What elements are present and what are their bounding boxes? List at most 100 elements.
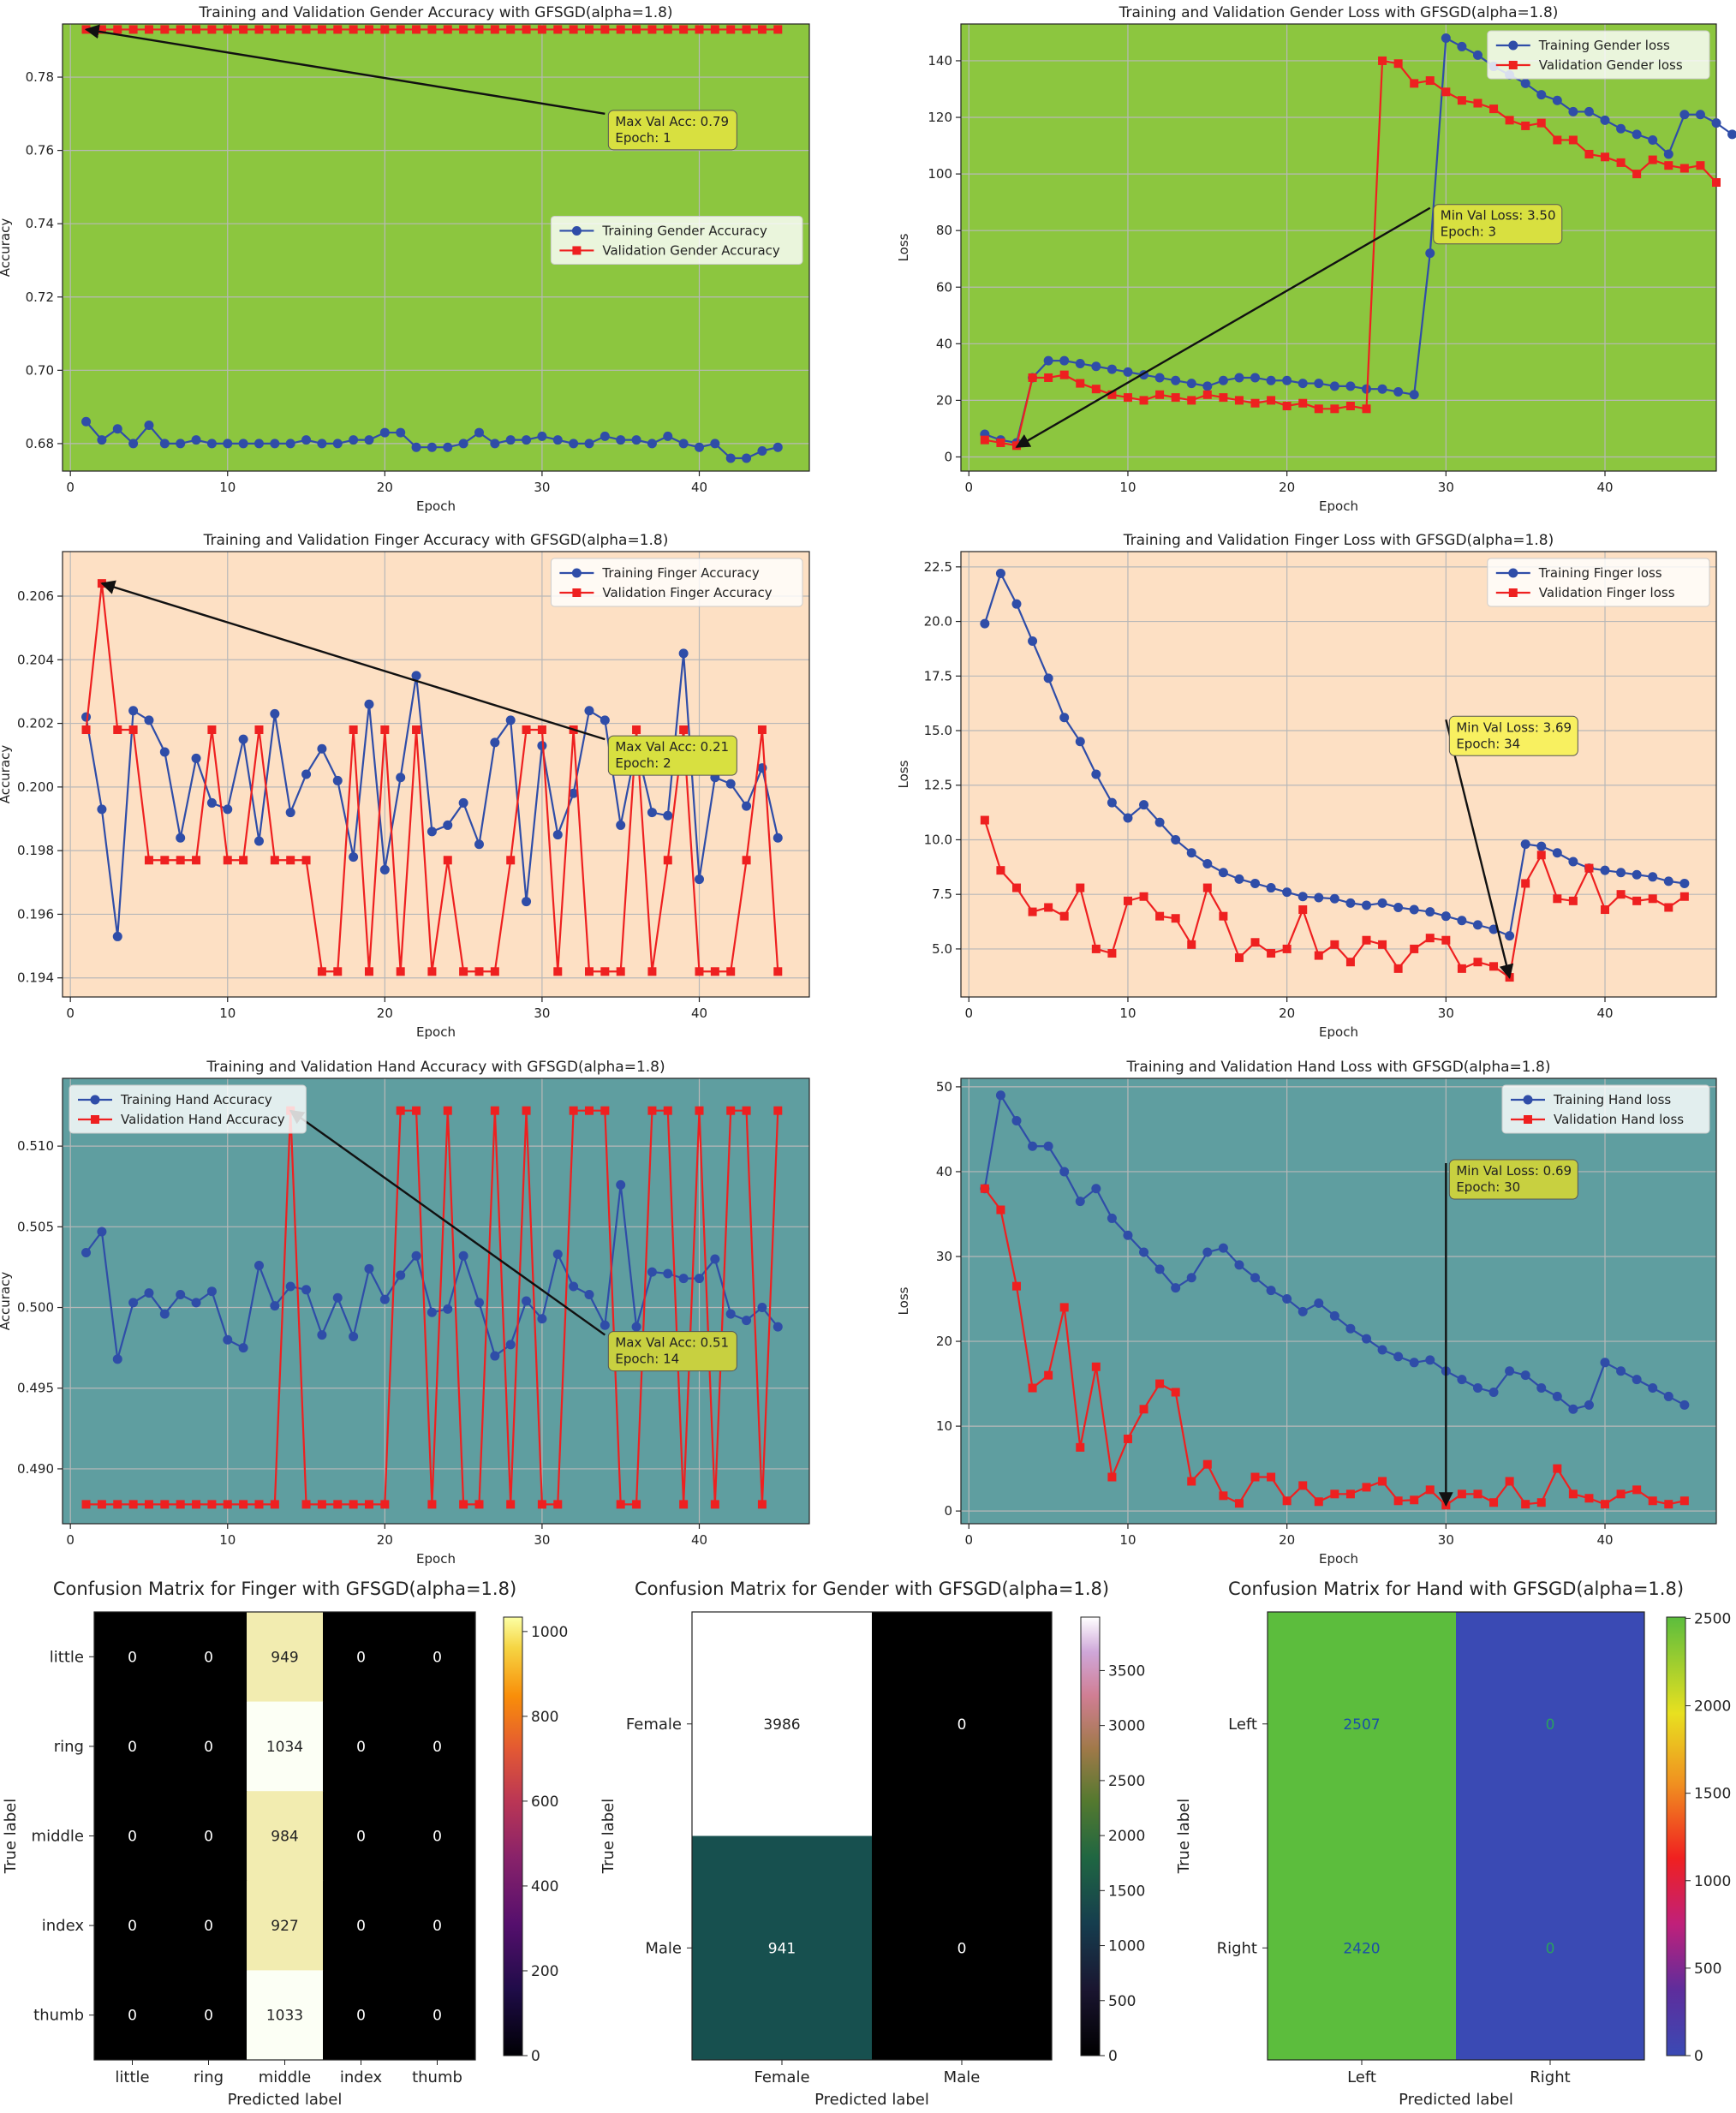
matrix-cell [872,1835,1053,2061]
val-point [757,25,767,34]
x-tick-label: 40 [691,480,707,495]
y-tick-label: 0.74 [26,216,54,231]
train-point [1632,869,1642,880]
colorbar [503,1616,523,2056]
train-point [1393,386,1404,397]
train-point [1425,907,1435,917]
cell-value: 984 [271,1829,298,1846]
x-tick-label: 20 [377,480,393,495]
train-point [537,431,547,441]
val-point [1473,1489,1482,1499]
val-point [192,25,201,34]
x-tick-label: ring [194,2068,224,2086]
matrix-cell [399,1791,476,1882]
legend-marker [90,1095,100,1105]
y-tick-label: 12.5 [924,778,952,793]
val-point [1568,1489,1578,1499]
train-point [1171,375,1181,385]
x-axis-label: Predicted label [228,2091,343,2109]
train-point [584,1289,594,1299]
train-point [1345,381,1356,391]
chart-title: Training and Validation Finger Accuracy … [203,532,669,549]
matrix-cell [692,1612,873,1836]
matrix-cell [170,1612,248,1703]
val-point [207,1500,217,1509]
val-point [1267,396,1276,405]
cell-value: 0 [1546,1940,1555,1957]
legend-marker [1524,1115,1532,1124]
y-tick-label: 0.70 [26,362,54,378]
legend-marker [91,1115,99,1124]
train-point [505,715,516,725]
y-tick-label: 80 [936,223,952,238]
val-point [333,1500,343,1509]
annotation-text: Max Val Acc: 0.21 [615,739,729,755]
train-point [584,706,594,716]
val-point [506,25,516,34]
val-point [647,25,657,34]
train-point [678,1274,689,1284]
train-point [584,439,594,449]
plot-frame [62,551,810,998]
train-point [1393,1352,1404,1362]
train-point [1139,800,1149,810]
val-point [1664,1500,1673,1509]
matrix-cell [1268,1612,1457,1836]
colorbar-tick-label: 600 [531,1794,558,1811]
train-point [1441,33,1451,44]
val-point [1107,1472,1117,1482]
val-point [1393,1496,1403,1506]
val-point [286,856,295,865]
val-point [1028,373,1037,382]
val-point [333,25,343,34]
cell-value: 0 [128,1739,137,1756]
train-point [1441,911,1451,922]
x-tick-label: 10 [219,1532,236,1548]
y-tick-label: 10.0 [924,832,952,847]
val-point [600,967,610,976]
cell-value: 0 [204,1829,213,1846]
val-point [663,1106,672,1115]
train-point [364,435,374,445]
train-point [1123,1230,1133,1240]
train-point [647,808,657,818]
train-point [1266,883,1276,893]
chart-title: Training and Validation Gender Accuracy … [198,4,672,21]
train-point [1663,1391,1673,1401]
train-point [1472,50,1482,60]
val-point [1441,87,1451,97]
val-point [679,725,689,734]
cell-value: 1033 [266,2008,303,2025]
cell-value: 0 [433,1649,442,1666]
annotation-text: Epoch: 34 [1456,736,1520,751]
cell-value: 0 [356,1739,366,1756]
val-point [1298,905,1308,915]
val-point [97,1500,106,1509]
val-point [128,725,138,734]
x-tick-label: Male [944,2068,981,2086]
x-tick-label: Left [1347,2068,1376,2086]
train-point [128,1298,139,1308]
annotation-box [1433,204,1563,245]
train-point [285,439,295,449]
val-point [1489,962,1499,971]
train-point [1028,1141,1038,1151]
val-point [996,1205,1005,1215]
legend-box [69,1084,307,1134]
y-tick-label: 140 [928,53,952,69]
train-point [112,931,122,941]
matrix-cell [94,1701,171,1792]
train-point [1154,817,1165,827]
y-tick-label: 0.204 [17,652,54,667]
train-point [537,741,547,751]
val-point [695,25,704,34]
val-point [742,25,751,34]
train-point [1186,1273,1196,1283]
val-point [412,725,421,734]
colorbar-tick-label: 1000 [531,1624,568,1641]
y-tick-label: 7.5 [932,886,952,902]
val-point [396,25,405,34]
val-point [1330,940,1339,949]
train-point [505,1340,516,1350]
